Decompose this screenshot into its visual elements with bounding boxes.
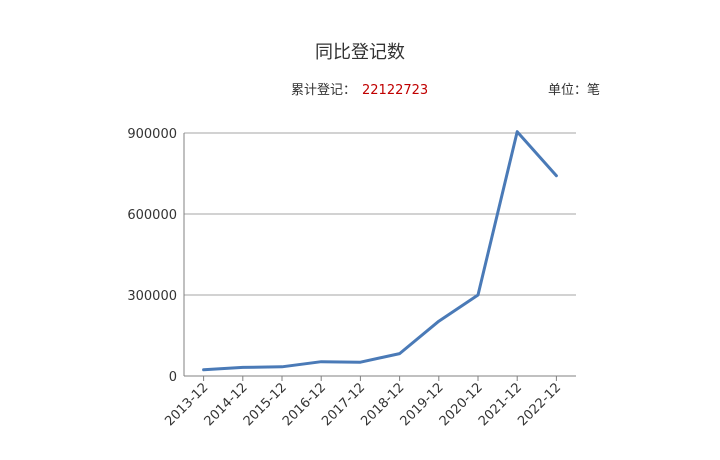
total-label: 累计登记： xyxy=(291,83,357,98)
y-tick-label: 900000 xyxy=(127,127,177,142)
y-tick-label: 0 xyxy=(169,370,177,385)
total-registrations: 累计登记： 22122723 xyxy=(291,79,428,98)
series-lines xyxy=(202,130,558,372)
total-value: 22122723 xyxy=(362,83,429,98)
x-tick-label: 2022-12 xyxy=(515,380,564,429)
y-tick-label: 600000 xyxy=(127,208,177,223)
unit-label: 单位：笔 xyxy=(548,83,601,98)
y-tick-label: 300000 xyxy=(127,289,177,304)
y-axis: 0 300000 600000 900000 xyxy=(127,127,185,385)
chart-title: 同比登记数 xyxy=(315,42,405,63)
grid-lines xyxy=(184,132,576,296)
series-line xyxy=(202,130,558,372)
x-axis: 2013-122014-122015-122016-122017-122018-… xyxy=(162,375,576,429)
